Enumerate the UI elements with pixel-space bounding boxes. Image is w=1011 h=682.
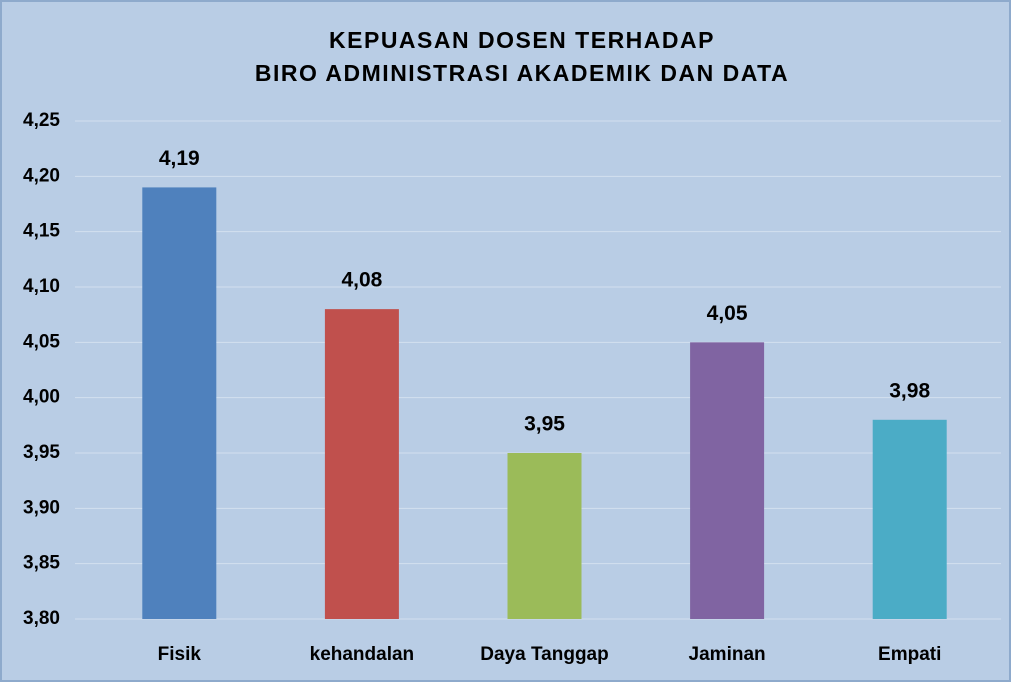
x-tick-label: Empati: [878, 644, 941, 665]
x-tick-label: kehandalan: [310, 644, 415, 665]
y-tick-label: 4,20: [23, 165, 60, 186]
y-tick-label: 3,95: [23, 442, 60, 463]
chart-title: KEPUASAN DOSEN TERHADAP: [329, 27, 715, 53]
data-label: 4,05: [707, 302, 748, 325]
y-tick-label: 3,85: [23, 553, 60, 574]
data-label: 3,95: [524, 413, 565, 436]
bar: [507, 453, 582, 619]
data-label: 4,19: [159, 147, 200, 170]
data-label: 3,98: [889, 379, 930, 402]
x-tick-label: Daya Tanggap: [480, 644, 608, 665]
bar: [690, 342, 765, 619]
y-tick-label: 4,25: [23, 110, 60, 131]
data-label: 4,08: [341, 269, 382, 292]
x-tick-label: Fisik: [158, 644, 202, 665]
bar: [142, 187, 217, 619]
y-tick-label: 3,80: [23, 608, 60, 629]
y-tick-label: 4,10: [23, 276, 60, 297]
y-tick-label: 4,00: [23, 387, 60, 408]
y-tick-label: 4,05: [23, 331, 60, 352]
bar: [872, 419, 947, 619]
y-tick-label: 3,90: [23, 497, 60, 518]
chart-title: BIRO ADMINISTRASI AKADEMIK DAN DATA: [255, 60, 789, 86]
x-tick-label: Jaminan: [689, 644, 766, 665]
bar: [324, 309, 399, 619]
y-tick-label: 4,15: [23, 221, 60, 242]
